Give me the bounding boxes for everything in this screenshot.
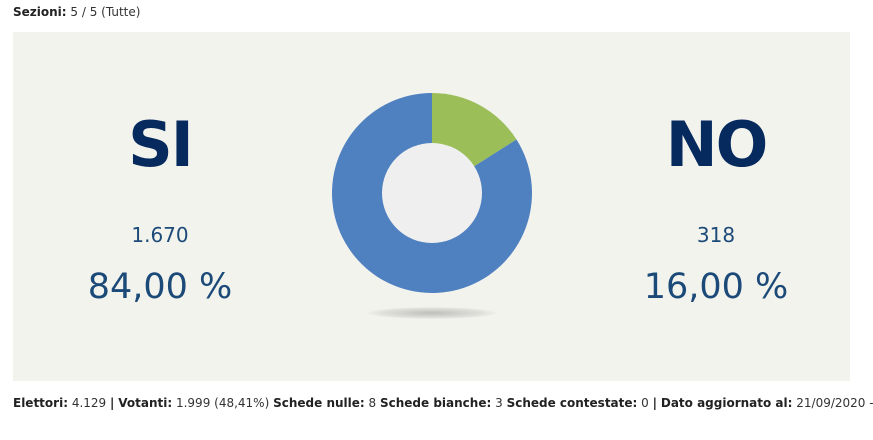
electors-label: Elettori:	[13, 396, 68, 410]
voters-label: Votanti:	[118, 396, 173, 410]
null-ballots-label: Schede nulle:	[273, 396, 365, 410]
footer-stats: Elettori: 4.129 | Votanti: 1.999 (48,41%…	[13, 396, 873, 410]
contested-ballots-value: 0	[641, 396, 649, 410]
results-panel: SI 1.670 84,00 % NO 318 16,00 %	[13, 32, 850, 381]
separator: |	[652, 396, 658, 410]
sections-label: Sezioni:	[13, 5, 67, 19]
no-percent: 16,00 %	[643, 267, 789, 307]
separator: |	[110, 396, 115, 410]
results-donut-chart	[332, 93, 532, 293]
sections-info: Sezioni: 5 / 5 (Tutte)	[13, 5, 140, 19]
blank-ballots-label: Schede bianche:	[379, 396, 492, 410]
contested-ballots-label: Schede contestate:	[506, 396, 638, 410]
donut-shadow	[368, 307, 496, 319]
yes-votes: 1.670	[131, 223, 189, 247]
sections-value: 5 / 5 (Tutte)	[70, 5, 141, 19]
donut-hole	[382, 143, 482, 243]
no-votes: 318	[696, 223, 736, 247]
blank-ballots-value: 3	[495, 396, 503, 410]
updated-value: 21/09/2020 - 17:09	[796, 396, 873, 410]
yes-label: SI	[128, 108, 194, 181]
no-label: NO	[665, 108, 769, 181]
yes-percent: 84,00 %	[87, 267, 233, 307]
voters-value: 1.999 (48,41%)	[175, 396, 270, 410]
updated-label: Dato aggiornato al:	[660, 396, 793, 410]
electors-value: 4.129	[71, 396, 107, 410]
null-ballots-value: 8	[368, 396, 377, 410]
